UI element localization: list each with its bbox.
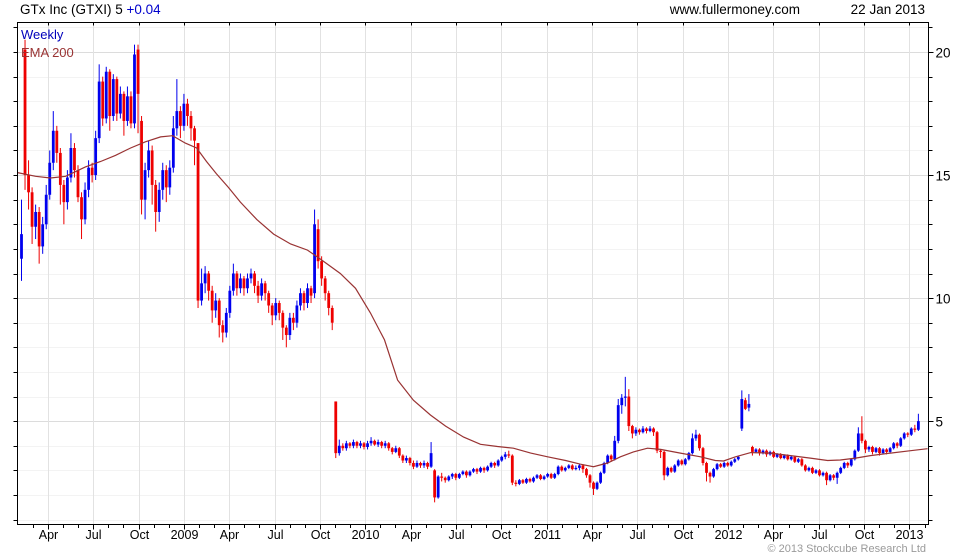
svg-text:Jul: Jul [449, 528, 465, 542]
plot-border [17, 22, 929, 525]
svg-text:Apr: Apr [402, 528, 421, 542]
svg-text:2011: 2011 [534, 528, 561, 542]
svg-text:Oct: Oct [855, 528, 875, 542]
svg-text:10: 10 [936, 292, 951, 307]
svg-text:2013: 2013 [896, 528, 924, 542]
svg-text:2009: 2009 [171, 528, 199, 542]
svg-text:Jul: Jul [812, 528, 828, 542]
copyright-notice: © 2013 Stockcube Research Ltd [767, 543, 926, 555]
svg-text:Oct: Oct [492, 528, 512, 542]
ema-200-line [17, 135, 928, 468]
svg-text:Oct: Oct [130, 528, 150, 542]
svg-text:Jul: Jul [630, 528, 646, 542]
svg-text:5: 5 [936, 415, 944, 430]
svg-text:Jul: Jul [86, 528, 102, 542]
svg-text:Oct: Oct [311, 528, 331, 542]
page-title: GTx Inc (GTXI) 5 +0.04 [20, 2, 161, 17]
svg-text:2010: 2010 [352, 528, 380, 542]
price-change: +0.04 [126, 2, 161, 17]
svg-text:Apr: Apr [220, 528, 239, 542]
svg-text:2012: 2012 [715, 528, 743, 542]
svg-text:15: 15 [936, 169, 951, 184]
legend-timeframe: Weekly [21, 27, 64, 42]
svg-text:20: 20 [936, 46, 951, 61]
chart-date: 22 Jan 2013 [850, 2, 925, 17]
svg-text:Jul: Jul [268, 528, 284, 542]
svg-text:Oct: Oct [674, 528, 694, 542]
watermark-url: www.fullermoney.com [669, 2, 800, 17]
svg-text:Apr: Apr [583, 528, 602, 542]
svg-text:Apr: Apr [764, 528, 783, 542]
instrument-name: GTx Inc (GTXI) 5 [20, 2, 127, 17]
svg-text:Apr: Apr [39, 528, 58, 542]
legend-ema-200: EMA 200 [21, 45, 74, 60]
